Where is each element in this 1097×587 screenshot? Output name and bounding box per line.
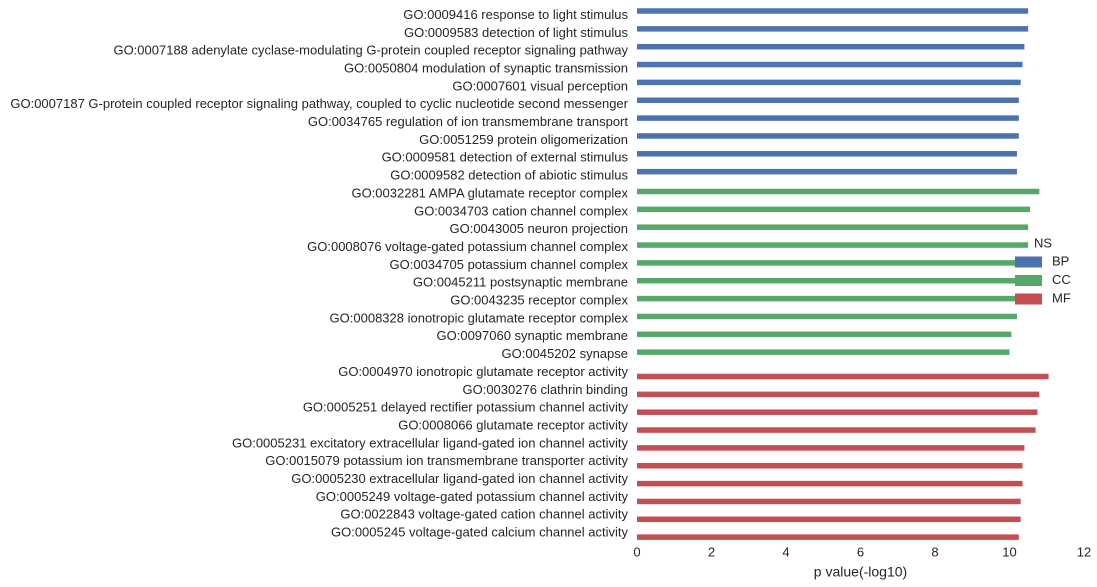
category-label: GO:0009581 detection of external stimulu… (382, 150, 629, 165)
bar-cc-9 (637, 349, 1010, 355)
category-label: GO:0051259 protein oligomerization (419, 132, 628, 147)
x-tick-label: 0 (633, 544, 640, 559)
bar-bp-1 (637, 26, 1029, 32)
bar-cc-5 (637, 278, 1017, 284)
x-axis-label: p value(-log10) (814, 564, 907, 580)
category-label: GO:0030276 clathrin binding (462, 382, 628, 397)
legend-title: NS (1034, 235, 1052, 250)
category-label: GO:0015079 potassium ion transmembrane t… (265, 453, 628, 468)
x-tick-label: 6 (857, 544, 864, 559)
bar-mf-2 (637, 409, 1038, 415)
legend-label-mf: MF (1052, 290, 1071, 305)
category-label: GO:0005251 delayed rectifier potassium c… (303, 400, 629, 415)
category-label: GO:0007188 adenylate cyclase-modulating … (113, 43, 628, 58)
category-label: GO:0009416 response to light stimulus (403, 7, 628, 22)
category-label: GO:0034703 cation channel complex (414, 203, 628, 218)
category-label: GO:0004970 ionotropic glutamate receptor… (338, 364, 628, 379)
bar-cc-4 (637, 260, 1025, 266)
legend-label-cc: CC (1052, 272, 1071, 287)
category-label: GO:0032281 AMPA glutamate receptor compl… (351, 185, 628, 200)
bar-mf-8 (637, 516, 1021, 523)
bar-mf-7 (637, 498, 1021, 505)
category-label: GO:0045211 postsynaptic membrane (413, 275, 628, 290)
bar-cc-3 (637, 242, 1029, 248)
category-label: GO:0045202 synapse (502, 346, 628, 361)
category-label: GO:0005245 voltage-gated calcium channel… (331, 525, 629, 540)
legend-swatch-bp (1015, 256, 1042, 268)
category-label: GO:0009582 detection of abiotic stimulus (390, 168, 628, 183)
bar-bp-4 (637, 79, 1021, 86)
category-labels-layer: GO:0009416 response to light stimulus GO:… (10, 7, 628, 540)
bar-bp-8 (637, 151, 1017, 157)
bar-bp-2 (637, 43, 1025, 50)
bar-mf-4 (637, 445, 1025, 451)
bar-mf-3 (637, 427, 1036, 433)
bar-mf-1 (637, 391, 1040, 398)
category-label: GO:0007601 visual perception (452, 78, 628, 93)
bar-mf-5 (637, 463, 1023, 469)
legend-swatch-mf (1015, 293, 1042, 305)
legend-swatch-cc (1015, 275, 1042, 286)
category-label: GO:0005249 voltage-gated potassium chann… (316, 489, 629, 504)
category-label: GO:0097060 synaptic membrane (437, 328, 629, 343)
category-label: GO:0009583 detection of light stimulus (404, 25, 629, 40)
x-tick-label: 8 (931, 544, 938, 559)
bar-bp-0 (637, 8, 1029, 14)
bar-mf-0 (637, 373, 1049, 380)
category-label: GO:0008076 voltage-gated potassium chann… (307, 239, 628, 254)
bar-bp-5 (637, 97, 1019, 103)
legend-label-bp: BP (1052, 253, 1069, 268)
bar-cc-8 (637, 331, 1012, 338)
bars-layer (637, 8, 1049, 540)
category-label: GO:0005231 excitatory extracellular liga… (232, 435, 629, 450)
category-label: GO:0008328 ionotropic glutamate receptor… (330, 310, 629, 325)
category-label: GO:0034765 regulation of ion transmembra… (308, 114, 629, 129)
bar-cc-2 (637, 224, 1029, 230)
bar-bp-6 (637, 115, 1019, 121)
x-tick-label: 12 (1077, 544, 1091, 559)
bar-bp-9 (637, 168, 1017, 175)
bar-cc-7 (637, 313, 1017, 320)
category-label: GO:0034705 potassium channel complex (390, 257, 629, 272)
bar-mf-6 (637, 480, 1023, 487)
category-label: GO:0043235 receptor complex (450, 293, 628, 308)
category-label: GO:0007187 G-protein coupled receptor si… (10, 96, 628, 111)
category-label: GO:0050804 modulation of synaptic transm… (344, 60, 628, 75)
x-tick-label: 4 (782, 544, 789, 559)
category-label: GO:0005230 extracellular ligand-gated io… (291, 471, 628, 486)
category-label: GO:0043005 neuron projection (449, 221, 628, 236)
bar-cc-6 (637, 295, 1017, 302)
bar-bp-3 (637, 61, 1023, 68)
bar-mf-9 (637, 534, 1019, 540)
category-label: GO:0022843 voltage-gated cation channel … (340, 507, 628, 522)
category-label: GO:0008066 glutamate receptor activity (398, 417, 628, 432)
bar-cc-1 (637, 206, 1030, 213)
x-tick-label: 2 (708, 544, 715, 559)
x-axis: 0 2 4 6 8 10 12 (633, 544, 1091, 559)
x-tick-label: 10 (1002, 544, 1016, 559)
bar-cc-0 (637, 188, 1040, 195)
bar-bp-7 (637, 133, 1019, 139)
